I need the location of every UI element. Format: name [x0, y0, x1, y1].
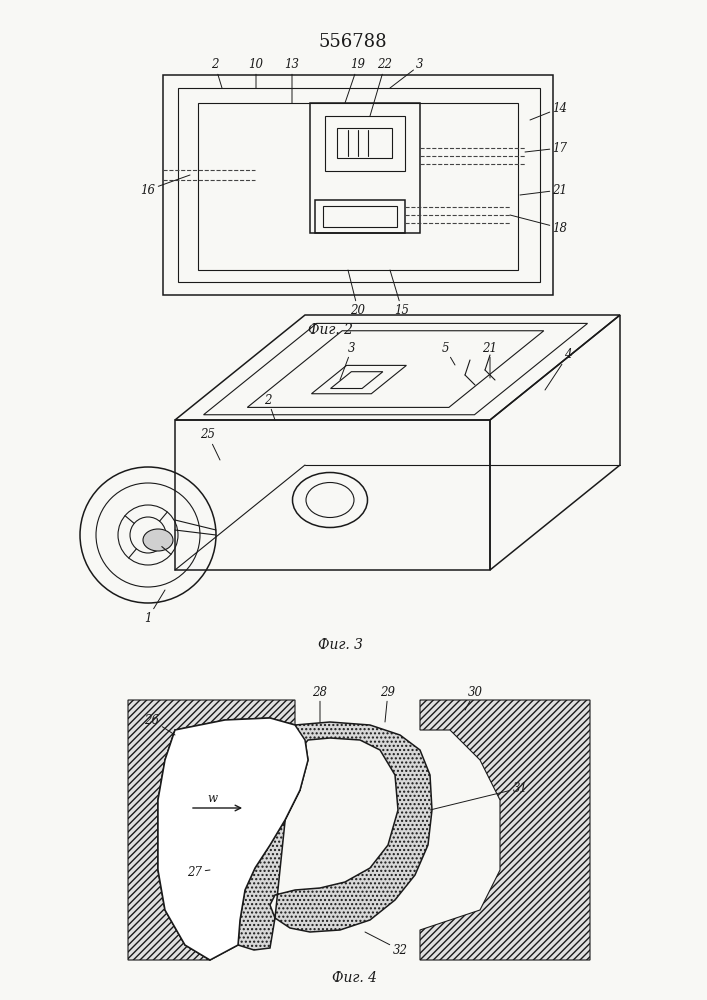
Polygon shape: [420, 700, 590, 960]
Text: 31: 31: [430, 782, 527, 810]
Text: 17: 17: [525, 141, 568, 154]
Polygon shape: [158, 718, 308, 960]
Text: 556788: 556788: [319, 33, 387, 51]
Text: 21: 21: [482, 342, 498, 378]
Text: 29: 29: [380, 686, 395, 722]
Text: 2: 2: [264, 393, 275, 420]
Text: 10: 10: [248, 58, 264, 88]
Text: 5: 5: [441, 342, 455, 365]
Bar: [315, 200, 405, 233]
Text: 26: 26: [144, 714, 175, 735]
Text: 16: 16: [141, 175, 190, 196]
Text: 22: 22: [370, 58, 392, 116]
Text: 30: 30: [465, 686, 482, 710]
Text: 4: 4: [545, 349, 572, 390]
Text: 28: 28: [312, 686, 327, 722]
Text: 3: 3: [340, 342, 356, 380]
Bar: [178, 88, 540, 282]
Text: 32: 32: [365, 932, 407, 956]
Polygon shape: [158, 718, 308, 960]
Bar: [310, 103, 420, 233]
Text: 21: 21: [520, 184, 568, 196]
Ellipse shape: [143, 529, 173, 551]
Text: Фиг. 2: Фиг. 2: [308, 323, 353, 337]
Polygon shape: [238, 722, 432, 950]
Bar: [323, 206, 397, 227]
Bar: [198, 103, 518, 270]
Text: w: w: [207, 792, 217, 804]
Text: 18: 18: [510, 215, 568, 234]
Text: 3: 3: [390, 58, 423, 88]
Text: Фиг. 3: Фиг. 3: [317, 638, 363, 652]
Polygon shape: [128, 700, 295, 960]
Bar: [325, 116, 405, 171]
Text: 15: 15: [390, 270, 409, 316]
Text: Фиг. 4: Фиг. 4: [332, 971, 378, 985]
Text: 25: 25: [201, 428, 220, 460]
Text: 27: 27: [187, 865, 210, 879]
Bar: [337, 128, 392, 158]
Text: 13: 13: [284, 58, 300, 103]
Text: 20: 20: [348, 270, 366, 316]
Text: 14: 14: [530, 102, 568, 120]
Text: 2: 2: [211, 58, 222, 88]
Text: 1: 1: [144, 590, 165, 624]
Text: 19: 19: [345, 58, 366, 103]
Bar: [163, 75, 553, 295]
